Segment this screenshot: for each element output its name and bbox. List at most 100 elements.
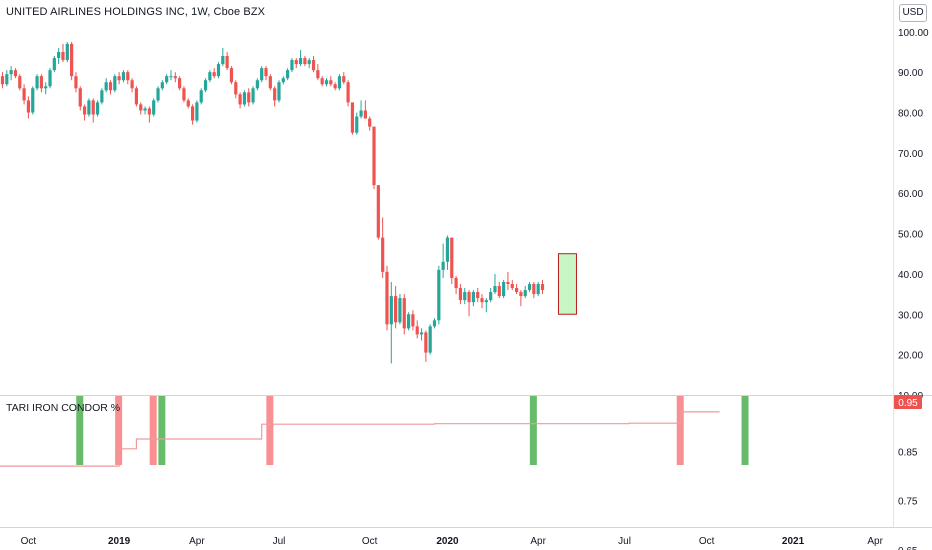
candle-body <box>527 283 532 291</box>
time-tick-label: Apr <box>189 536 205 547</box>
candle-body <box>316 70 320 79</box>
indicator-title: TARI IRON CONDOR % <box>6 402 121 414</box>
candle-body <box>173 76 177 79</box>
candle-body <box>476 292 480 299</box>
signal-bar-red <box>266 396 274 465</box>
candle-body <box>406 314 411 329</box>
symbol-title: UNITED AIRLINES HOLDINGS INC, 1W, Cboe B… <box>6 6 266 18</box>
candle-body <box>394 296 398 323</box>
candle-body <box>320 78 324 85</box>
candle-body <box>484 300 488 303</box>
candle-body <box>229 68 234 83</box>
forecast-rectangle <box>557 253 577 315</box>
candle-body <box>389 296 393 325</box>
candle-body <box>510 283 514 289</box>
signal-bar-red <box>149 396 157 465</box>
price-tick-label: 60.00 <box>898 189 923 200</box>
price-tick-label: 20.00 <box>898 351 923 362</box>
candle-body <box>419 332 424 335</box>
candle-body <box>61 51 65 61</box>
candle-body <box>104 82 108 91</box>
candle-body <box>540 283 545 291</box>
indicator-step-line <box>0 411 720 467</box>
candle-body <box>186 100 190 107</box>
candle-body <box>255 80 259 89</box>
candle-body <box>471 292 475 303</box>
indicator-tick-label: 0.75 <box>898 497 918 508</box>
candle-body <box>402 298 406 329</box>
time-tick-label: Jul <box>618 536 631 547</box>
candle-body <box>221 56 225 65</box>
candle-body <box>108 82 113 91</box>
candle-body <box>359 110 363 117</box>
candle-body <box>307 60 311 65</box>
candle-body <box>493 286 497 293</box>
candle-body <box>44 86 48 89</box>
signal-bar-green <box>741 396 749 465</box>
candle-body <box>9 70 13 75</box>
candle-body <box>437 269 441 321</box>
candle-body <box>506 281 510 284</box>
candle-body <box>368 118 372 127</box>
indicator-layer <box>0 396 749 467</box>
candle-body <box>113 76 117 91</box>
candle-body <box>311 60 316 71</box>
candle-body <box>182 88 186 101</box>
candle-body <box>502 281 506 297</box>
candle-body <box>268 76 272 89</box>
time-tick-label: Jul <box>273 536 286 547</box>
candle-body <box>532 283 536 295</box>
candle-body <box>216 64 221 77</box>
candle-body <box>441 261 445 270</box>
candle-body <box>428 326 432 353</box>
candle-body <box>363 110 367 119</box>
time-tick-label: 2021 <box>782 536 805 547</box>
indicator-last-value-label: 0.95 <box>898 398 918 409</box>
candle-body <box>234 82 238 95</box>
candle-body <box>70 43 74 77</box>
candle-body <box>381 237 385 272</box>
candle-body <box>273 88 277 101</box>
candle-body <box>178 78 182 89</box>
candle-body <box>26 100 31 113</box>
candle-body <box>74 76 78 89</box>
candle-body <box>91 100 95 115</box>
candle-body <box>65 43 69 61</box>
candle-body <box>376 185 380 238</box>
price-tick-label: 90.00 <box>898 68 923 79</box>
candle-body <box>346 82 350 103</box>
candle-body <box>78 88 82 107</box>
candle-body <box>463 292 467 301</box>
candle-body <box>355 116 359 133</box>
indicator-tick-label: 0.65 <box>898 546 918 550</box>
candle-body <box>195 102 199 121</box>
candlestick-series <box>0 41 545 364</box>
candle-body <box>156 88 160 101</box>
indicator-last-value-badge <box>894 395 922 409</box>
currency-button[interactable]: USD <box>899 4 927 22</box>
candle-body <box>467 292 471 303</box>
candle-body <box>514 288 519 293</box>
candle-body <box>277 82 281 101</box>
candle-body <box>497 286 501 297</box>
candle-body <box>134 88 139 105</box>
candle-body <box>117 76 121 81</box>
candle-body <box>489 292 493 301</box>
candle-body <box>48 70 52 87</box>
candle-body <box>350 102 355 133</box>
candle-body <box>329 80 333 85</box>
time-tick-label: Oct <box>21 536 37 547</box>
candle-body <box>57 51 61 59</box>
price-tick-label: 100.00 <box>898 28 929 39</box>
signal-bar-red <box>676 396 684 465</box>
candle-body <box>130 80 134 89</box>
candle-body <box>260 68 264 81</box>
price-tick-label: 50.00 <box>898 230 923 241</box>
candle-body <box>264 68 268 77</box>
signal-bar-red <box>115 396 123 465</box>
candle-body <box>212 72 216 77</box>
candle-body <box>519 292 523 297</box>
candle-body <box>31 88 35 113</box>
